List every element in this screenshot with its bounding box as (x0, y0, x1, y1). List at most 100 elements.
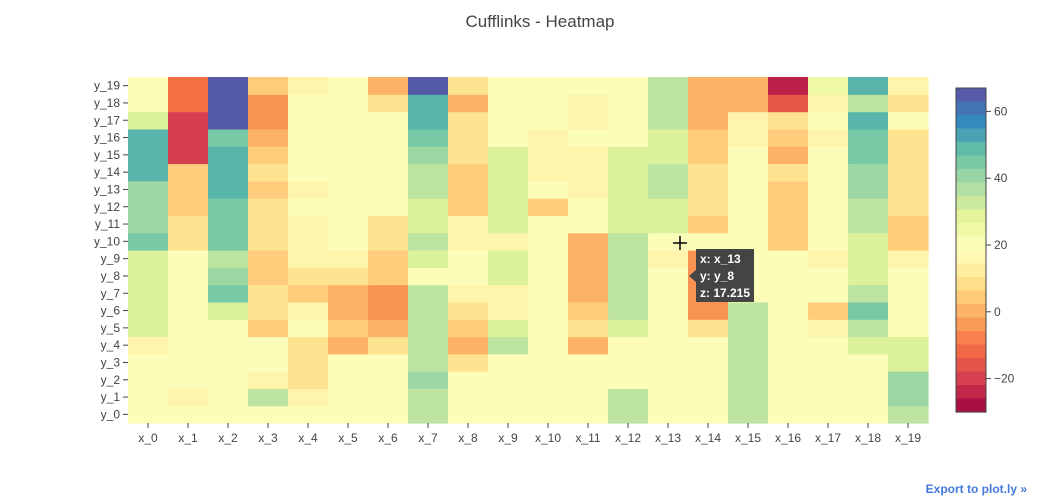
heatmap-cell-x_10-y_19[interactable] (528, 77, 569, 95)
heatmap-cell-x_4-y_0[interactable] (288, 405, 329, 424)
heatmap-cell-x_5-y_15[interactable] (328, 146, 369, 165)
heatmap-cell-x_10-y_3[interactable] (528, 353, 569, 372)
heatmap-cell-x_7-y_19[interactable] (408, 77, 449, 95)
heatmap-cell-x_3-y_12[interactable] (248, 198, 289, 216)
heatmap-cell-x_17-y_13[interactable] (808, 180, 849, 199)
heatmap-cell-x_5-y_13[interactable] (328, 180, 369, 199)
heatmap-cell-x_14-y_17[interactable] (688, 111, 729, 130)
heatmap-cell-x_14-y_4[interactable] (688, 336, 729, 355)
heatmap-cell-x_13-y_8[interactable] (648, 267, 689, 286)
heatmap-cell-x_11-y_15[interactable] (568, 146, 609, 165)
heatmap-cell-x_4-y_14[interactable] (288, 163, 329, 182)
heatmap-cell-x_2-y_0[interactable] (208, 405, 249, 424)
heatmap-cell-x_14-y_3[interactable] (688, 353, 729, 372)
heatmap-cell-x_15-y_0[interactable] (728, 405, 769, 424)
heatmap-cell-x_4-y_18[interactable] (288, 94, 329, 113)
heatmap-cell-x_11-y_4[interactable] (568, 336, 609, 355)
heatmap-cell-x_19-y_12[interactable] (888, 198, 929, 216)
heatmap-cell-x_3-y_14[interactable] (248, 163, 289, 182)
heatmap-cell-x_12-y_19[interactable] (608, 77, 649, 95)
heatmap-cell-x_11-y_17[interactable] (568, 111, 609, 130)
heatmap-cell-x_16-y_9[interactable] (768, 250, 809, 268)
heatmap-cell-x_3-y_8[interactable] (248, 267, 289, 286)
heatmap-cell-x_4-y_4[interactable] (288, 336, 329, 355)
heatmap-cell-x_2-y_1[interactable] (208, 388, 249, 407)
heatmap-cell-x_16-y_16[interactable] (768, 128, 809, 147)
heatmap-cell-x_0-y_4[interactable] (128, 336, 169, 355)
heatmap-cell-x_18-y_11[interactable] (848, 215, 889, 234)
heatmap-cell-x_0-y_15[interactable] (128, 146, 169, 165)
heatmap-cell-x_2-y_3[interactable] (208, 353, 249, 372)
heatmap-cell-x_7-y_11[interactable] (408, 215, 449, 234)
heatmap-cell-x_2-y_9[interactable] (208, 250, 249, 268)
heatmap-cell-x_7-y_13[interactable] (408, 180, 449, 199)
heatmap-cell-x_16-y_13[interactable] (768, 180, 809, 199)
heatmap-cell-x_16-y_0[interactable] (768, 405, 809, 424)
heatmap-cell-x_6-y_5[interactable] (368, 319, 409, 338)
heatmap-cell-x_3-y_5[interactable] (248, 319, 289, 338)
heatmap-cell-x_10-y_11[interactable] (528, 215, 569, 234)
heatmap-cell-x_5-y_9[interactable] (328, 250, 369, 268)
heatmap-cell-x_8-y_5[interactable] (448, 319, 489, 338)
heatmap-cell-x_17-y_18[interactable] (808, 94, 849, 113)
heatmap-cell-x_15-y_17[interactable] (728, 111, 769, 130)
heatmap-cell-x_3-y_0[interactable] (248, 405, 289, 424)
heatmap-cell-x_1-y_18[interactable] (168, 94, 209, 113)
heatmap-cell-x_19-y_6[interactable] (888, 301, 929, 320)
heatmap-cell-x_19-y_14[interactable] (888, 163, 929, 182)
heatmap-cell-x_2-y_19[interactable] (208, 77, 249, 95)
heatmap-cell-x_8-y_19[interactable] (448, 77, 489, 95)
heatmap-cell-x_12-y_12[interactable] (608, 198, 649, 216)
heatmap-cell-x_18-y_18[interactable] (848, 94, 889, 113)
heatmap-cell-x_19-y_4[interactable] (888, 336, 929, 355)
heatmap-cell-x_12-y_8[interactable] (608, 267, 649, 286)
heatmap-cell-x_12-y_3[interactable] (608, 353, 649, 372)
heatmap-cell-x_12-y_2[interactable] (608, 371, 649, 389)
heatmap-cell-x_15-y_10[interactable] (728, 232, 769, 251)
heatmap-cell-x_14-y_15[interactable] (688, 146, 729, 165)
heatmap-cell-x_4-y_19[interactable] (288, 77, 329, 95)
heatmap-cell-x_15-y_4[interactable] (728, 336, 769, 355)
heatmap-cell-x_10-y_16[interactable] (528, 128, 569, 147)
heatmap-cell-x_4-y_5[interactable] (288, 319, 329, 338)
heatmap-cell-x_0-y_14[interactable] (128, 163, 169, 182)
heatmap-cell-x_19-y_8[interactable] (888, 267, 929, 286)
heatmap-cell-x_9-y_4[interactable] (488, 336, 529, 355)
heatmap-cell-x_9-y_16[interactable] (488, 128, 529, 147)
heatmap-cell-x_7-y_6[interactable] (408, 301, 449, 320)
heatmap-cell-x_0-y_13[interactable] (128, 180, 169, 199)
heatmap-cell-x_17-y_12[interactable] (808, 198, 849, 216)
heatmap-cell-x_6-y_3[interactable] (368, 353, 409, 372)
heatmap-cell-x_10-y_13[interactable] (528, 180, 569, 199)
heatmap-cell-x_14-y_12[interactable] (688, 198, 729, 216)
heatmap-cell-x_9-y_5[interactable] (488, 319, 529, 338)
heatmap-cell-x_0-y_0[interactable] (128, 405, 169, 424)
heatmap-cell-x_3-y_17[interactable] (248, 111, 289, 130)
heatmap-cell-x_1-y_8[interactable] (168, 267, 209, 286)
heatmap-cell-x_3-y_18[interactable] (248, 94, 289, 113)
heatmap-cell-x_6-y_8[interactable] (368, 267, 409, 286)
heatmap-cell-x_5-y_16[interactable] (328, 128, 369, 147)
heatmap-cell-x_10-y_1[interactable] (528, 388, 569, 407)
heatmap-cell-x_1-y_4[interactable] (168, 336, 209, 355)
heatmap-cell-x_0-y_12[interactable] (128, 198, 169, 216)
heatmap-cell-x_2-y_18[interactable] (208, 94, 249, 113)
heatmap-cell-x_4-y_7[interactable] (288, 284, 329, 303)
heatmap-cell-x_17-y_0[interactable] (808, 405, 849, 424)
heatmap-cell-x_3-y_3[interactable] (248, 353, 289, 372)
heatmap-cell-x_9-y_13[interactable] (488, 180, 529, 199)
heatmap-cell-x_11-y_14[interactable] (568, 163, 609, 182)
heatmap-cell-x_16-y_7[interactable] (768, 284, 809, 303)
heatmap-cell-x_6-y_4[interactable] (368, 336, 409, 355)
heatmap-cell-x_1-y_0[interactable] (168, 405, 209, 424)
heatmap-cell-x_1-y_1[interactable] (168, 388, 209, 407)
heatmap-cell-x_13-y_4[interactable] (648, 336, 689, 355)
heatmap-cell-x_6-y_7[interactable] (368, 284, 409, 303)
heatmap-cell-x_19-y_0[interactable] (888, 405, 929, 424)
heatmap-cell-x_2-y_4[interactable] (208, 336, 249, 355)
heatmap-cell-x_15-y_13[interactable] (728, 180, 769, 199)
heatmap-cell-x_16-y_14[interactable] (768, 163, 809, 182)
heatmap-cell-x_19-y_7[interactable] (888, 284, 929, 303)
heatmap-cell-x_5-y_19[interactable] (328, 77, 369, 95)
heatmap-cell-x_13-y_17[interactable] (648, 111, 689, 130)
